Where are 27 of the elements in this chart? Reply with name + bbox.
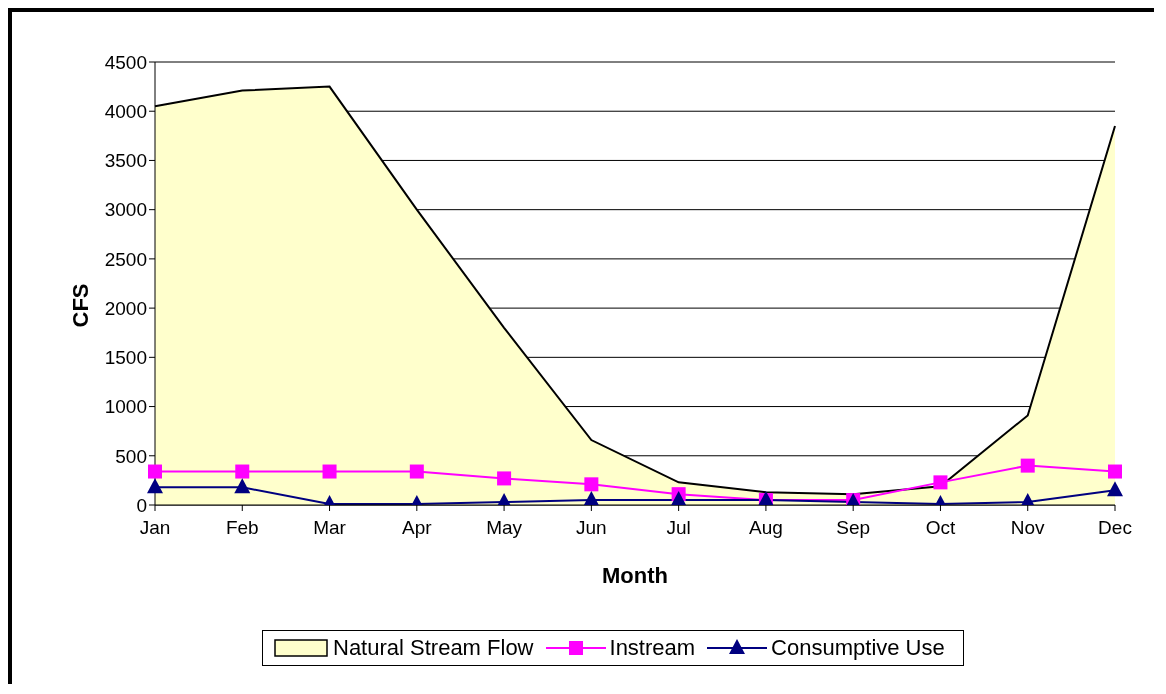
- y-tick-label: 500: [115, 445, 147, 467]
- x-tick-label: Feb: [225, 517, 259, 539]
- legend-label: Natural Stream Flow: [333, 635, 534, 661]
- x-tick-label: Jul: [666, 517, 691, 539]
- y-tick-label: 3000: [104, 199, 147, 221]
- x-axis-title: Month: [602, 562, 668, 588]
- y-tick-label: 4500: [104, 51, 147, 73]
- x-tick-label: Aug: [749, 517, 783, 539]
- y-tick-label: 4000: [104, 100, 147, 122]
- y-tick-label: 1500: [104, 347, 147, 369]
- legend-label: Consumptive Use: [771, 635, 945, 661]
- y-tick-label: 2000: [104, 297, 147, 319]
- x-tick-label: Oct: [925, 517, 956, 539]
- y-tick-label: 0: [136, 494, 147, 516]
- x-tick-label: Dec: [1098, 517, 1132, 539]
- x-tick-label: Jun: [576, 517, 607, 539]
- y-tick-label: 1000: [104, 396, 147, 418]
- legend-label: Instream: [609, 635, 696, 661]
- x-tick-label: May: [486, 517, 523, 539]
- x-tick-label: Nov: [1010, 517, 1046, 539]
- x-tick-label: Apr: [402, 517, 433, 539]
- y-tick-label: 2500: [104, 248, 147, 270]
- y-tick-label: 3500: [104, 150, 147, 172]
- x-tick-label: Mar: [313, 517, 347, 539]
- y-axis-title: CFS: [67, 283, 93, 328]
- x-tick-label: Sep: [836, 517, 871, 539]
- x-tick-label: Jan: [139, 517, 171, 539]
